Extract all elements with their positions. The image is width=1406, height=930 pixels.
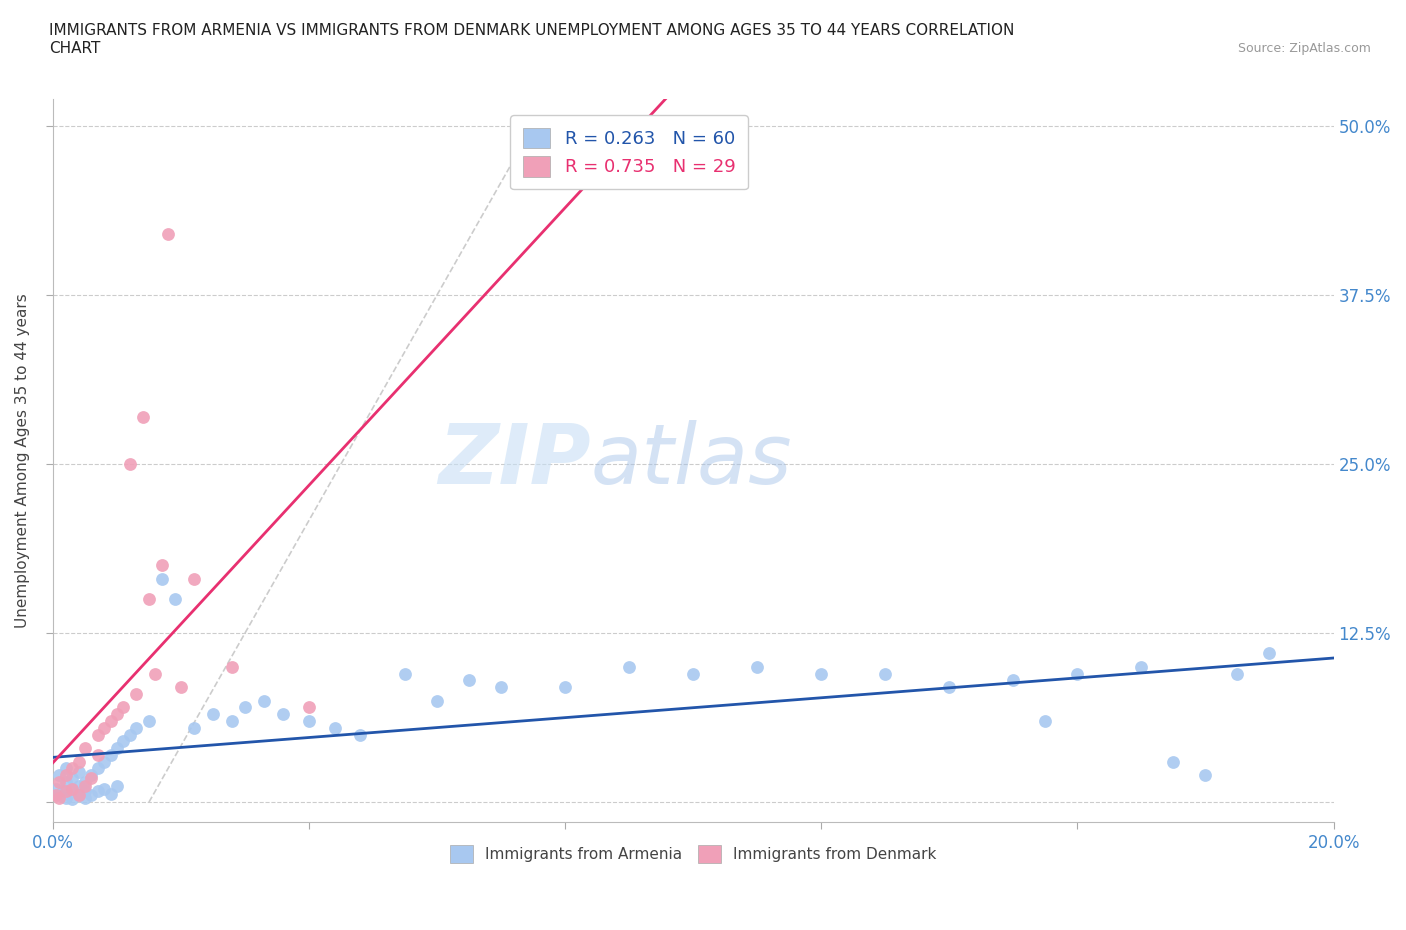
Point xyxy=(1163,754,1185,769)
Point xyxy=(100,787,122,802)
Point xyxy=(73,790,96,805)
Point xyxy=(118,457,141,472)
Point xyxy=(55,761,77,776)
Point xyxy=(163,591,186,606)
Point xyxy=(73,778,96,793)
Point xyxy=(105,740,128,755)
Point xyxy=(67,778,90,793)
Point xyxy=(100,748,122,763)
Point xyxy=(125,721,148,736)
Point xyxy=(938,680,960,695)
Point xyxy=(131,409,153,424)
Point xyxy=(48,775,70,790)
Point xyxy=(60,781,83,796)
Point xyxy=(87,748,110,763)
Point xyxy=(682,666,704,681)
Y-axis label: Unemployment Among Ages 35 to 44 years: Unemployment Among Ages 35 to 44 years xyxy=(15,293,30,628)
Point xyxy=(458,673,481,688)
Point xyxy=(118,727,141,742)
Point xyxy=(87,761,110,776)
Point xyxy=(1130,659,1153,674)
Point xyxy=(73,740,96,755)
Point xyxy=(93,721,115,736)
Text: Source: ZipAtlas.com: Source: ZipAtlas.com xyxy=(1237,42,1371,55)
Point xyxy=(150,558,173,573)
Point xyxy=(170,680,193,695)
Point xyxy=(554,680,576,695)
Point xyxy=(1066,666,1088,681)
Legend: Immigrants from Armenia, Immigrants from Denmark: Immigrants from Armenia, Immigrants from… xyxy=(444,839,942,869)
Point xyxy=(105,707,128,722)
Point xyxy=(93,781,115,796)
Point xyxy=(394,666,416,681)
Point xyxy=(145,666,167,681)
Point xyxy=(138,591,160,606)
Point xyxy=(55,784,77,799)
Point xyxy=(55,790,77,805)
Point xyxy=(100,713,122,728)
Point xyxy=(80,788,103,803)
Point xyxy=(80,767,103,782)
Point xyxy=(489,680,512,695)
Text: atlas: atlas xyxy=(591,420,793,501)
Point xyxy=(1194,767,1216,782)
Point xyxy=(112,700,135,715)
Point xyxy=(426,693,449,708)
Point xyxy=(60,792,83,807)
Point xyxy=(55,767,77,782)
Point xyxy=(183,572,205,587)
Point xyxy=(80,770,103,785)
Point xyxy=(221,713,243,728)
Point xyxy=(87,727,110,742)
Point xyxy=(48,767,70,782)
Point xyxy=(273,707,295,722)
Point xyxy=(233,700,256,715)
Point xyxy=(619,659,641,674)
Point xyxy=(112,734,135,749)
Text: ZIP: ZIP xyxy=(439,420,591,501)
Point xyxy=(67,754,90,769)
Point xyxy=(157,227,180,242)
Point xyxy=(93,754,115,769)
Point xyxy=(125,686,148,701)
Point xyxy=(1226,666,1249,681)
Point xyxy=(73,784,96,799)
Point xyxy=(73,775,96,790)
Point xyxy=(48,790,70,805)
Point xyxy=(48,788,70,803)
Point xyxy=(875,666,897,681)
Point xyxy=(55,775,77,790)
Point xyxy=(201,707,224,722)
Point xyxy=(1035,713,1057,728)
Text: IMMIGRANTS FROM ARMENIA VS IMMIGRANTS FROM DENMARK UNEMPLOYMENT AMONG AGES 35 TO: IMMIGRANTS FROM ARMENIA VS IMMIGRANTS FR… xyxy=(49,23,1015,56)
Point xyxy=(298,713,321,728)
Point xyxy=(349,727,371,742)
Point xyxy=(45,781,67,796)
Point xyxy=(51,784,73,799)
Point xyxy=(183,721,205,736)
Point xyxy=(67,788,90,803)
Point xyxy=(1258,646,1281,661)
Point xyxy=(138,713,160,728)
Point xyxy=(253,693,276,708)
Point xyxy=(1002,673,1025,688)
Point xyxy=(45,788,67,803)
Point xyxy=(67,788,90,803)
Point xyxy=(60,770,83,785)
Point xyxy=(810,666,832,681)
Point xyxy=(67,765,90,780)
Point xyxy=(221,659,243,674)
Point xyxy=(105,778,128,793)
Point xyxy=(747,659,769,674)
Point xyxy=(60,781,83,796)
Point xyxy=(60,761,83,776)
Point xyxy=(298,700,321,715)
Point xyxy=(150,572,173,587)
Point xyxy=(87,784,110,799)
Point xyxy=(323,721,346,736)
